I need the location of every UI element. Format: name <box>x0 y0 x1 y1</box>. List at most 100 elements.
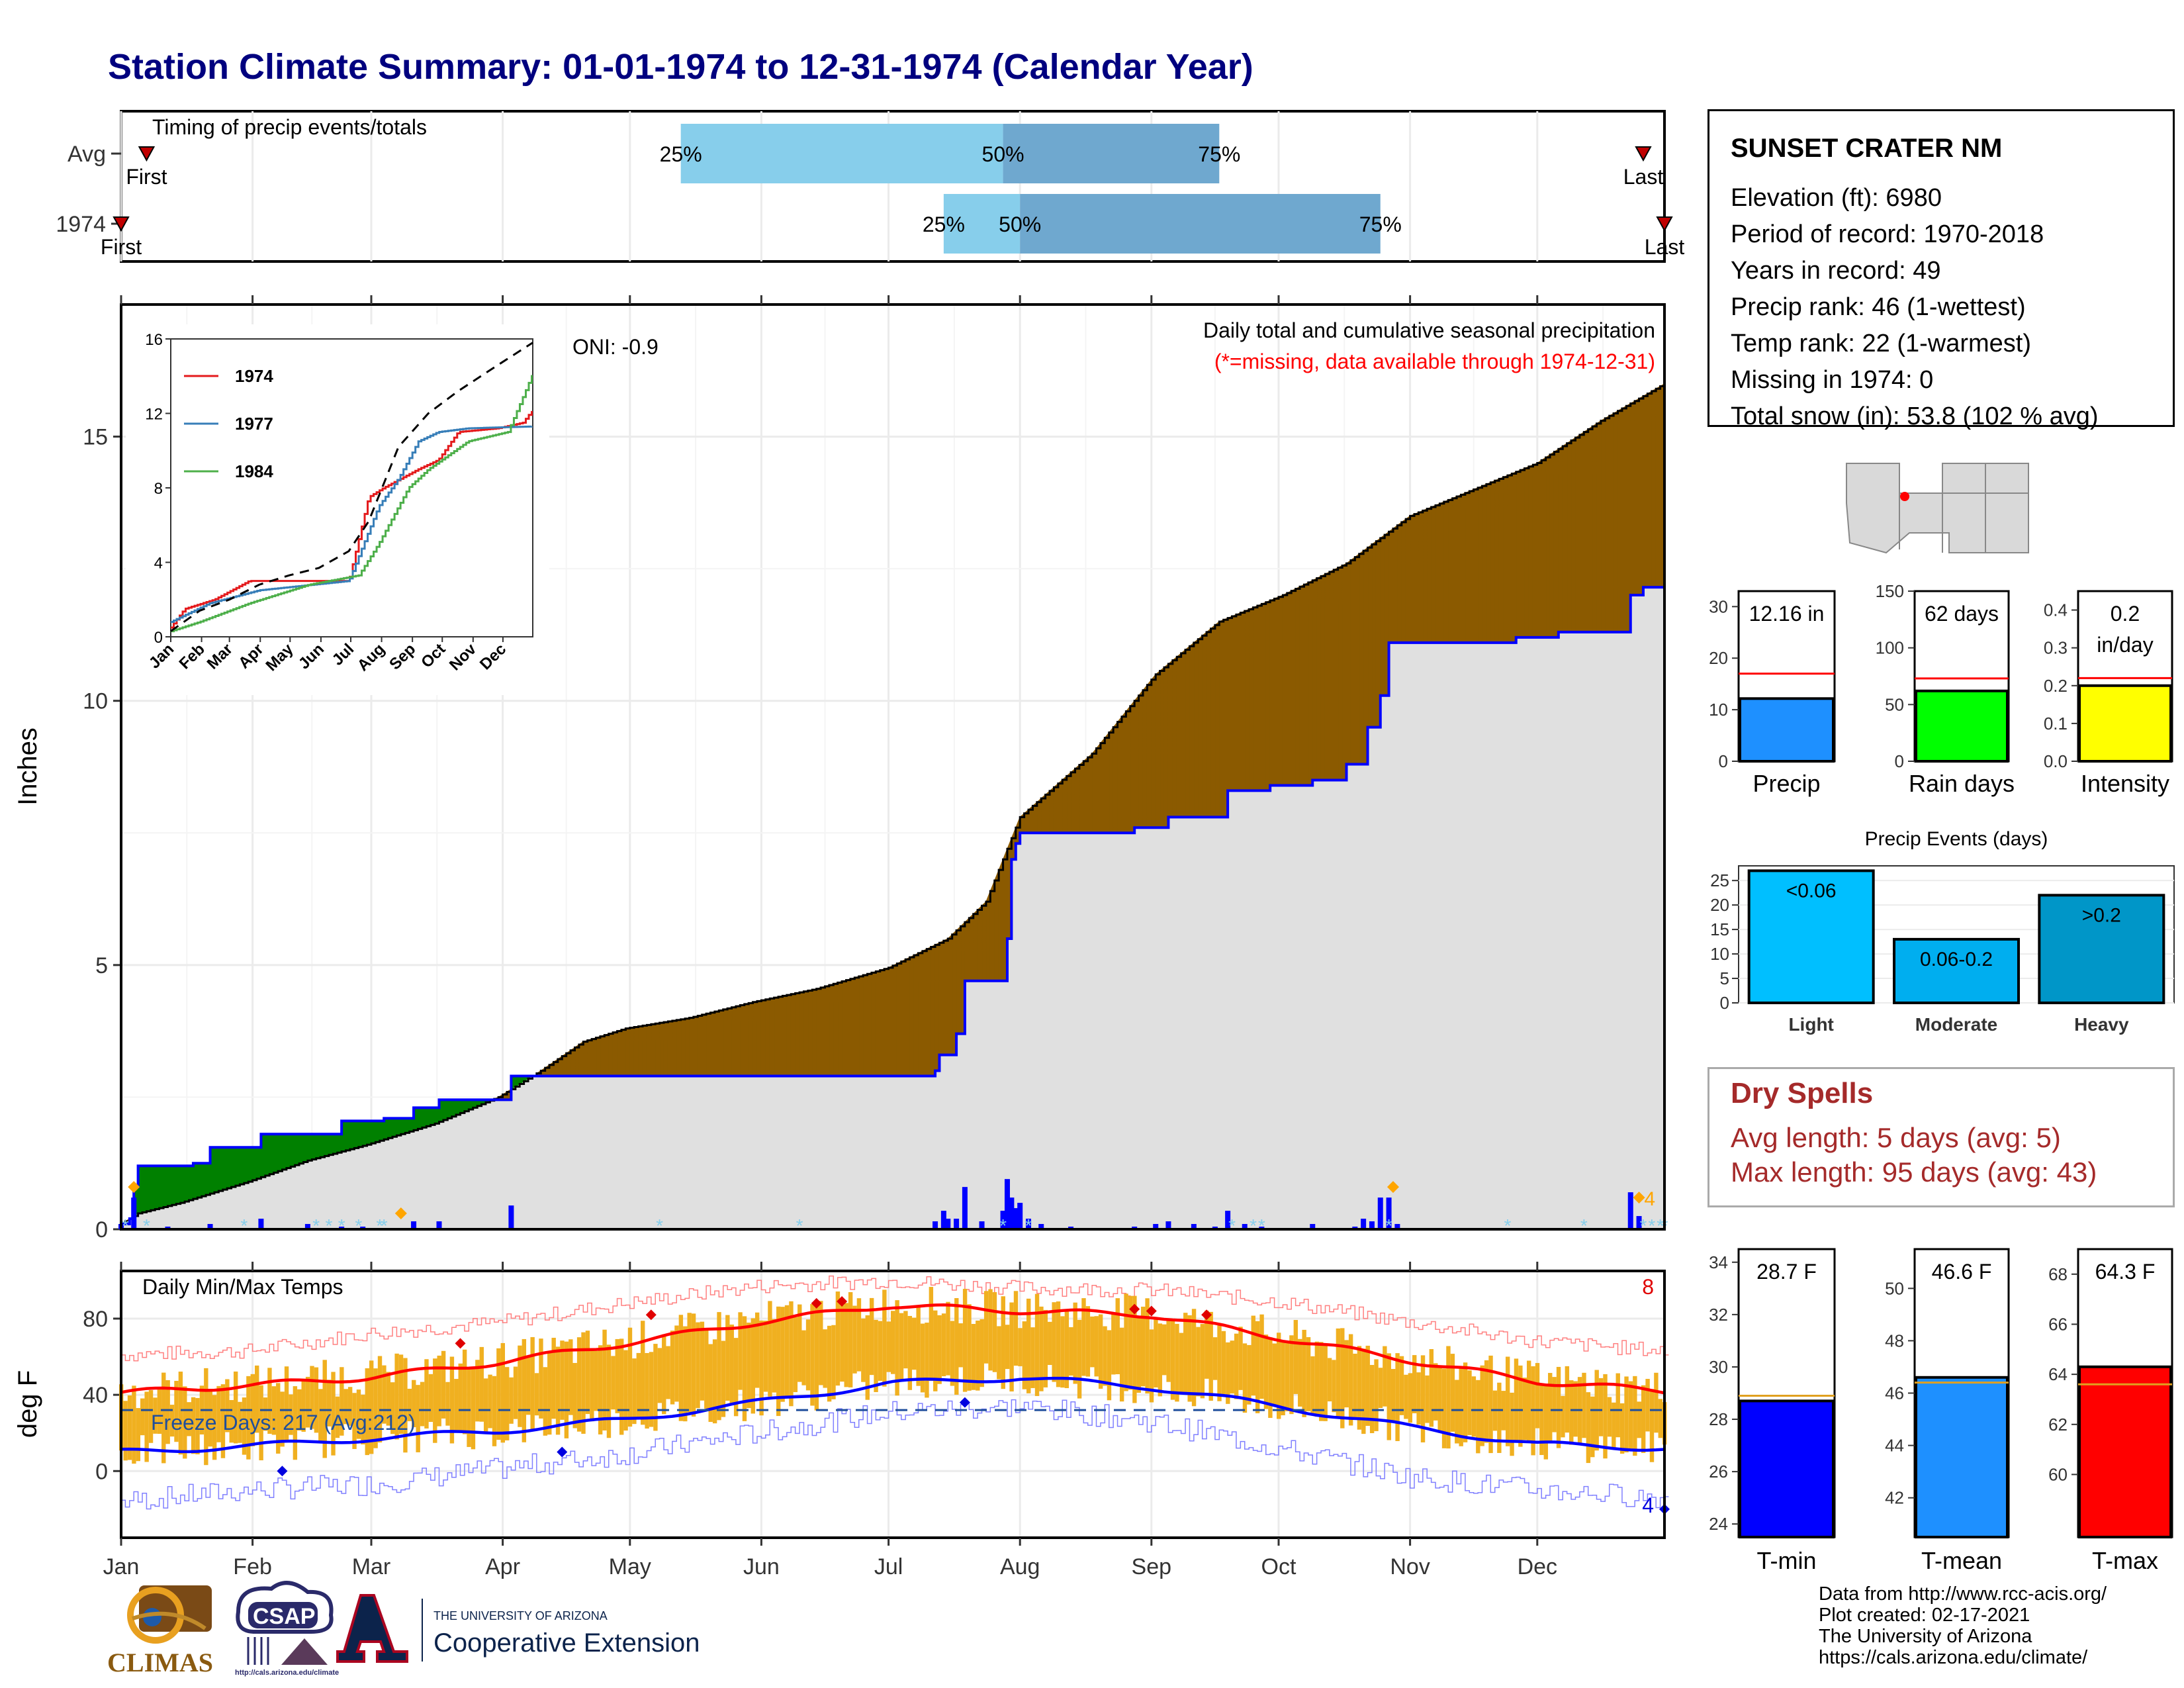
temp-daily-bar <box>1365 1345 1370 1427</box>
precip-daily-bar <box>1191 1224 1197 1229</box>
temp-daily-bar <box>925 1323 929 1398</box>
temp-daily-bar <box>1467 1370 1472 1435</box>
temp-daily-bar <box>250 1374 255 1446</box>
climas-logo: CLIMAS <box>107 1585 213 1677</box>
precip-ytick-label: 0 <box>95 1217 108 1243</box>
precip-total-panel: 0 10 20 30 12.16 in Precip <box>1709 590 1836 797</box>
temp-daily-bar <box>789 1301 794 1407</box>
temp-daily-bar <box>1404 1374 1408 1419</box>
events-ytick-label: 0 <box>1720 993 1729 1013</box>
temp-daily-bar <box>1590 1396 1595 1458</box>
temp-daily-bar <box>365 1368 369 1456</box>
temp-daily-bar <box>653 1344 658 1431</box>
temp-daily-bar <box>1081 1298 1086 1376</box>
temp-daily-bar <box>420 1382 425 1427</box>
temp-daily-bar <box>865 1315 870 1400</box>
temp-daily-bar <box>165 1380 170 1444</box>
temp-daily-bar <box>615 1338 619 1413</box>
inset-legend-label: 1984 <box>235 461 273 481</box>
temp-daily-bar <box>950 1321 955 1386</box>
temp-daily-bar <box>496 1348 501 1440</box>
temp-daily-bar <box>576 1337 582 1432</box>
precip-daily-bar <box>1377 1197 1383 1229</box>
temp-daily-bar <box>1518 1365 1523 1447</box>
temp-min-ytick-label: 32 <box>1709 1305 1728 1325</box>
temp-daily-bar <box>1497 1382 1502 1453</box>
temp-daily-bar <box>754 1312 760 1388</box>
precip-ytick-label: 10 <box>83 689 108 714</box>
temp-daily-bar <box>1374 1359 1379 1431</box>
temp-daily-bar <box>564 1341 569 1438</box>
temp-daily-bar <box>700 1321 705 1401</box>
temp-daily-bar <box>394 1353 399 1440</box>
temp-max-ytick-label: 66 <box>2048 1314 2068 1334</box>
temp-daily-bar <box>1145 1298 1150 1394</box>
temp-daily-bar <box>721 1340 726 1417</box>
precip-missing-star: * <box>325 1215 332 1236</box>
temp-daily-bar <box>301 1380 306 1432</box>
temp-daily-bar <box>1196 1327 1201 1397</box>
temp-daily-bar <box>1263 1335 1269 1409</box>
precip-total-bar <box>1739 697 1835 763</box>
events-category-label: Heavy <box>2074 1014 2129 1035</box>
temp-daily-bar <box>1619 1403 1625 1454</box>
temp-daily-bar <box>1416 1372 1421 1425</box>
precip-missing-star: * <box>1228 1215 1236 1236</box>
timing-bar-50-75 <box>1020 194 1381 254</box>
temp-mean-category-label: T-mean <box>1921 1547 2002 1574</box>
temp-daily-bar <box>602 1329 607 1430</box>
station-period: Period of record: 1970-2018 <box>1731 220 2044 248</box>
timing-last-marker <box>1656 216 1673 232</box>
temp-daily-bar <box>611 1356 615 1410</box>
temp-daily-bar <box>267 1368 272 1434</box>
precip-daily-bar <box>1361 1219 1367 1229</box>
events-ytick-label: 15 <box>1710 919 1729 939</box>
temp-daily-bar <box>733 1338 739 1417</box>
precip-ytick-label: 5 <box>95 953 108 978</box>
timing-label-p25: 25% <box>923 212 965 236</box>
temp-daily-bar <box>895 1300 899 1396</box>
precip-missing-star: * <box>1580 1215 1588 1236</box>
temp-daily-bar <box>424 1359 429 1429</box>
temp-daily-bar <box>407 1388 412 1421</box>
temp-daily-bar <box>1140 1306 1146 1387</box>
temp-daily-bar <box>1013 1291 1019 1366</box>
precip-daily-bar <box>1165 1221 1171 1229</box>
temp-mean-ytick-label: 48 <box>1885 1331 1904 1350</box>
temp-daily-bar <box>1463 1362 1468 1442</box>
temp-max-ytick-label: 68 <box>2048 1264 2068 1284</box>
temp-daily-bar <box>725 1315 730 1401</box>
temp-daily-bar <box>356 1389 361 1439</box>
precip-daily-bar <box>1386 1197 1392 1229</box>
temp-daily-bar <box>1022 1321 1027 1389</box>
temp-daily-bar <box>479 1346 484 1422</box>
precip-daily-bar <box>1394 1224 1400 1229</box>
temp-daily-bar <box>933 1310 938 1391</box>
temp-daily-bar <box>1612 1402 1616 1448</box>
temp-daily-bar <box>1582 1372 1586 1438</box>
temp-daily-bar <box>340 1367 344 1436</box>
timing-first-label: First <box>101 235 142 259</box>
temp-daily-bar <box>454 1379 459 1431</box>
temp-daily-bar <box>433 1358 437 1443</box>
temp-daily-bar <box>797 1304 802 1382</box>
temp-daily-bar <box>153 1397 158 1434</box>
temp-daily-bar <box>174 1381 179 1442</box>
temp-daily-bar <box>1543 1383 1549 1460</box>
events-ytick-label: 10 <box>1710 944 1729 964</box>
temp-daily-bar <box>195 1397 200 1455</box>
events-ytick-label: 20 <box>1710 895 1729 915</box>
temp-daily-bar <box>1357 1346 1362 1430</box>
temp-min-value-label: 28.7 F <box>1756 1260 1817 1284</box>
temp-daily-bar <box>878 1321 883 1381</box>
temp-max-category-label: T-max <box>2092 1547 2158 1574</box>
precip-daily-bar <box>131 1197 137 1229</box>
temp-daily-bar <box>1030 1327 1035 1388</box>
temp-daily-bar <box>598 1345 603 1434</box>
temp-daily-bar <box>1641 1385 1646 1453</box>
temp-daily-bar <box>1009 1302 1014 1392</box>
temp-daily-bar <box>1586 1392 1591 1464</box>
precip-ylabel: Inches <box>13 727 42 806</box>
temp-daily-bar <box>331 1372 336 1456</box>
temp-daily-bar <box>157 1389 162 1434</box>
